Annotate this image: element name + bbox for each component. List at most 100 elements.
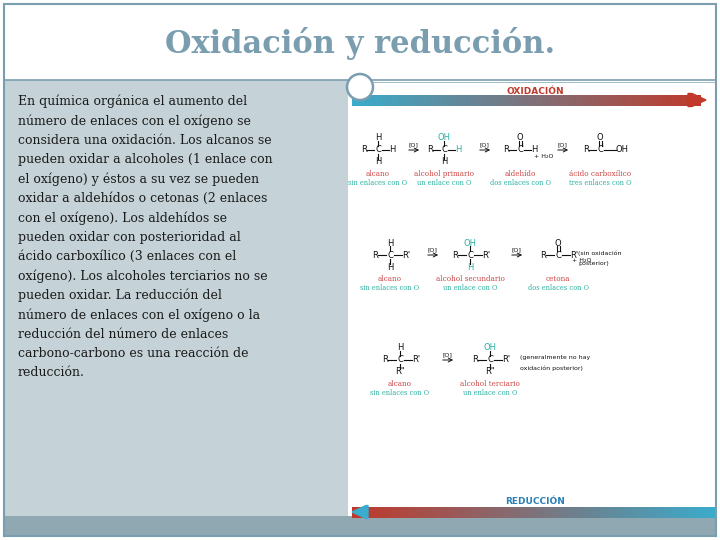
Bar [660, 94, 663, 105]
Bar [494, 507, 498, 517]
Bar [468, 94, 472, 105]
Bar [355, 94, 359, 105]
Bar [390, 94, 393, 105]
Text: R: R [452, 251, 458, 260]
Text: tres enlaces con O: tres enlaces con O [569, 179, 631, 187]
Bar [560, 507, 564, 517]
Bar [400, 507, 404, 517]
Circle shape [347, 74, 373, 100]
Text: R: R [503, 145, 509, 154]
Text: C: C [441, 145, 447, 154]
Bar [448, 94, 451, 105]
Bar [526, 94, 529, 105]
Text: R: R [540, 251, 546, 260]
Text: H: H [397, 343, 403, 353]
Text: un enlace con O: un enlace con O [417, 179, 472, 187]
Bar [352, 507, 356, 517]
Bar [554, 507, 557, 517]
Text: O: O [554, 239, 562, 247]
Bar [618, 94, 622, 105]
Text: un enlace con O: un enlace con O [463, 389, 517, 397]
Bar [607, 94, 611, 105]
Bar [636, 507, 639, 517]
Text: alcohol secundario: alcohol secundario [436, 275, 505, 283]
Bar [436, 94, 439, 105]
Bar [684, 507, 688, 517]
Bar [539, 507, 543, 517]
Bar [419, 94, 422, 105]
Bar [413, 94, 416, 105]
Bar [505, 94, 509, 105]
Text: R': R' [502, 355, 510, 364]
Bar [628, 94, 631, 105]
Bar [647, 507, 651, 517]
Bar [671, 94, 675, 105]
Bar [378, 94, 382, 105]
Bar [358, 507, 361, 517]
Bar [644, 507, 648, 517]
Bar [694, 94, 698, 105]
Text: R: R [382, 355, 388, 364]
Bar [471, 94, 474, 105]
Bar [485, 507, 488, 517]
Bar [387, 94, 390, 105]
Bar [634, 94, 636, 105]
Bar [593, 94, 596, 105]
Bar [566, 507, 570, 517]
Bar [551, 507, 554, 517]
Bar [4, 516, 716, 536]
Bar [626, 507, 630, 517]
Bar [388, 507, 392, 517]
Bar [442, 94, 445, 105]
Text: H: H [389, 145, 395, 154]
Bar [410, 94, 413, 105]
Text: H: H [467, 262, 473, 272]
Bar [639, 507, 642, 517]
Bar [681, 507, 684, 517]
Bar [532, 94, 535, 105]
Text: H: H [441, 158, 447, 166]
Bar [639, 94, 642, 105]
Bar [454, 507, 458, 517]
Bar [515, 507, 518, 517]
Bar [657, 94, 660, 105]
Bar [446, 507, 449, 517]
FancyArrow shape [688, 93, 706, 106]
Bar [494, 94, 498, 105]
Bar [422, 94, 425, 105]
Text: C: C [597, 145, 603, 154]
Bar [529, 94, 532, 105]
Bar [590, 507, 594, 517]
Text: sin enlaces con O: sin enlaces con O [361, 284, 420, 292]
Bar [361, 94, 364, 105]
Bar [596, 507, 600, 517]
Bar [464, 507, 467, 517]
Text: alcohol primario: alcohol primario [414, 170, 474, 178]
Bar [538, 94, 541, 105]
Bar [506, 507, 509, 517]
Bar [675, 507, 678, 517]
Bar [527, 507, 531, 517]
Bar [382, 507, 386, 517]
Bar [610, 94, 613, 105]
Bar [699, 507, 703, 517]
Bar [561, 94, 564, 105]
Bar [524, 507, 528, 517]
Bar [581, 507, 585, 517]
Bar [431, 507, 434, 517]
Bar [511, 94, 515, 105]
Bar [555, 94, 559, 105]
Bar [508, 94, 512, 105]
Bar [500, 507, 503, 517]
Bar [691, 94, 695, 105]
Text: R': R' [482, 251, 490, 260]
Bar [4, 4, 716, 80]
Bar [601, 94, 605, 105]
Bar [465, 94, 469, 105]
Text: OXIDACIÓN: OXIDACIÓN [506, 86, 564, 96]
Bar [590, 94, 593, 105]
Bar [548, 507, 552, 517]
Bar [567, 94, 570, 105]
Text: C: C [397, 355, 403, 364]
Bar [648, 94, 651, 105]
